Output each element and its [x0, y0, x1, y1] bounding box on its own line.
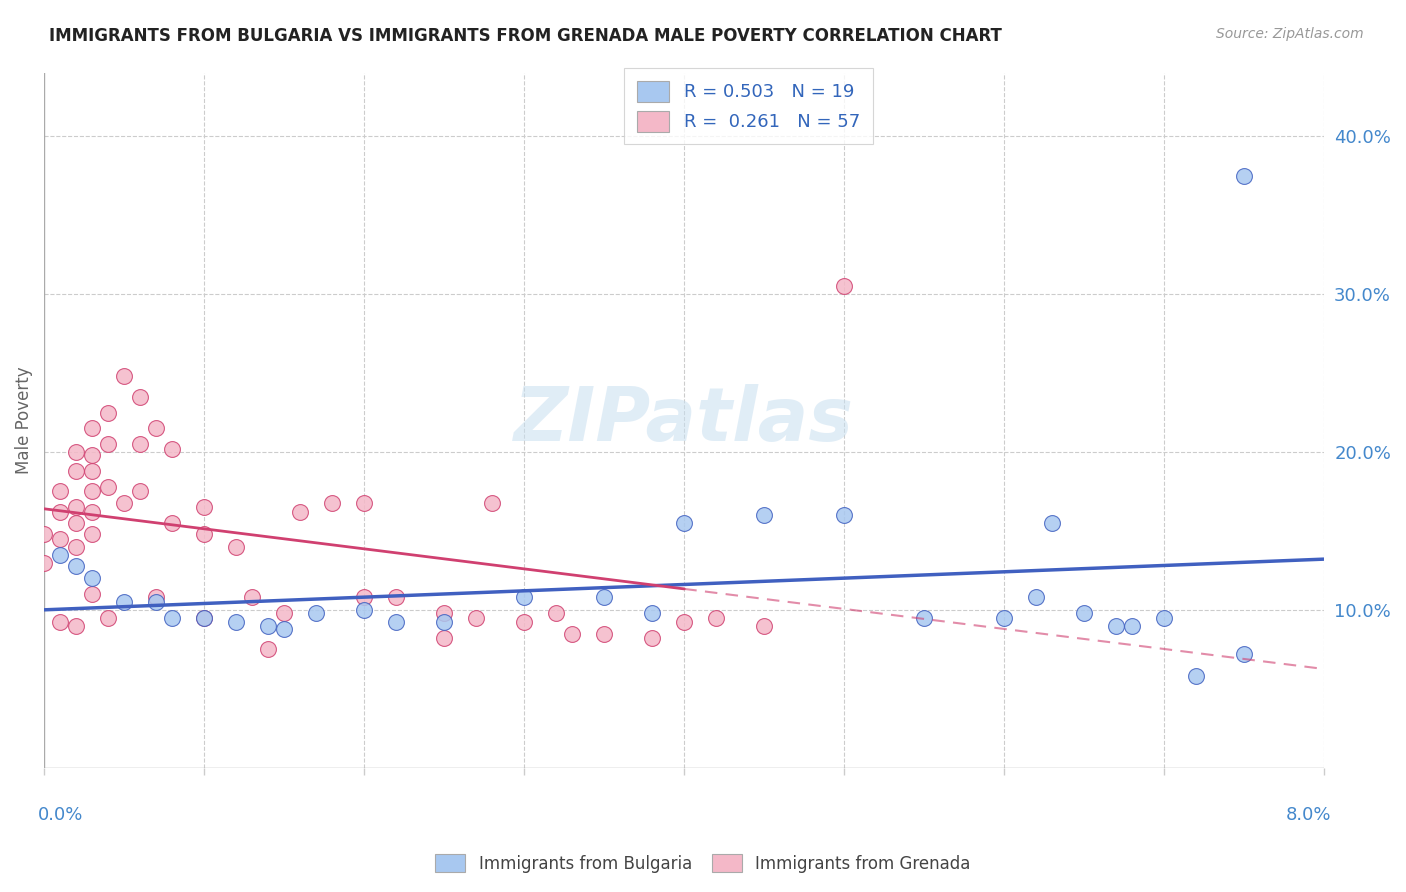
Point — [49, 505, 72, 519]
Point — [65, 445, 87, 459]
Point — [1040, 516, 1063, 530]
Point — [145, 421, 167, 435]
Point — [129, 390, 152, 404]
Point — [82, 421, 104, 435]
Point — [1233, 169, 1256, 183]
Point — [65, 558, 87, 573]
Point — [112, 595, 135, 609]
Point — [97, 406, 120, 420]
Legend: Immigrants from Bulgaria, Immigrants from Grenada: Immigrants from Bulgaria, Immigrants fro… — [429, 847, 977, 880]
Point — [82, 448, 104, 462]
Point — [593, 591, 616, 605]
Point — [225, 615, 247, 630]
Text: 8.0%: 8.0% — [1285, 805, 1331, 824]
Point — [193, 611, 215, 625]
Point — [673, 516, 696, 530]
Point — [82, 587, 104, 601]
Point — [1185, 669, 1208, 683]
Point — [82, 571, 104, 585]
Point — [193, 611, 215, 625]
Point — [49, 532, 72, 546]
Y-axis label: Male Poverty: Male Poverty — [15, 367, 32, 475]
Point — [129, 484, 152, 499]
Point — [49, 548, 72, 562]
Point — [353, 591, 375, 605]
Point — [704, 611, 727, 625]
Point — [273, 606, 295, 620]
Point — [832, 508, 855, 523]
Point — [82, 505, 104, 519]
Point — [353, 603, 375, 617]
Point — [1153, 611, 1175, 625]
Point — [82, 527, 104, 541]
Point — [673, 615, 696, 630]
Point — [385, 591, 408, 605]
Point — [1121, 618, 1143, 632]
Text: 0.0%: 0.0% — [38, 805, 83, 824]
Point — [754, 508, 776, 523]
Point — [1025, 591, 1047, 605]
Point — [433, 615, 456, 630]
Point — [65, 540, 87, 554]
Point — [82, 464, 104, 478]
Point — [481, 495, 503, 509]
Point — [1073, 606, 1095, 620]
Point — [641, 632, 664, 646]
Point — [240, 591, 263, 605]
Text: ZIPatlas: ZIPatlas — [515, 384, 855, 457]
Point — [97, 611, 120, 625]
Point — [160, 442, 183, 456]
Point — [225, 540, 247, 554]
Point — [273, 622, 295, 636]
Point — [257, 642, 280, 657]
Point — [993, 611, 1015, 625]
Point — [433, 606, 456, 620]
Point — [1233, 647, 1256, 661]
Point — [65, 618, 87, 632]
Point — [112, 495, 135, 509]
Point — [49, 615, 72, 630]
Point — [145, 591, 167, 605]
Point — [32, 527, 55, 541]
Point — [832, 279, 855, 293]
Point — [65, 500, 87, 515]
Point — [912, 611, 935, 625]
Point — [513, 591, 536, 605]
Point — [145, 595, 167, 609]
Point — [641, 606, 664, 620]
Point — [513, 615, 536, 630]
Point — [546, 606, 568, 620]
Point — [97, 437, 120, 451]
Text: IMMIGRANTS FROM BULGARIA VS IMMIGRANTS FROM GRENADA MALE POVERTY CORRELATION CHA: IMMIGRANTS FROM BULGARIA VS IMMIGRANTS F… — [49, 27, 1002, 45]
Point — [97, 480, 120, 494]
Point — [305, 606, 328, 620]
Point — [593, 626, 616, 640]
Point — [160, 611, 183, 625]
Point — [65, 464, 87, 478]
Point — [288, 505, 311, 519]
Point — [385, 615, 408, 630]
Point — [193, 527, 215, 541]
Point — [561, 626, 583, 640]
Point — [193, 500, 215, 515]
Point — [257, 618, 280, 632]
Point — [49, 484, 72, 499]
Point — [82, 484, 104, 499]
Point — [465, 611, 488, 625]
Point — [321, 495, 343, 509]
Point — [353, 495, 375, 509]
Point — [433, 632, 456, 646]
Legend: R = 0.503   N = 19, R =  0.261   N = 57: R = 0.503 N = 19, R = 0.261 N = 57 — [624, 69, 873, 145]
Point — [129, 437, 152, 451]
Point — [32, 556, 55, 570]
Point — [754, 618, 776, 632]
Text: Source: ZipAtlas.com: Source: ZipAtlas.com — [1216, 27, 1364, 41]
Point — [1105, 618, 1128, 632]
Point — [65, 516, 87, 530]
Point — [112, 369, 135, 384]
Point — [160, 516, 183, 530]
